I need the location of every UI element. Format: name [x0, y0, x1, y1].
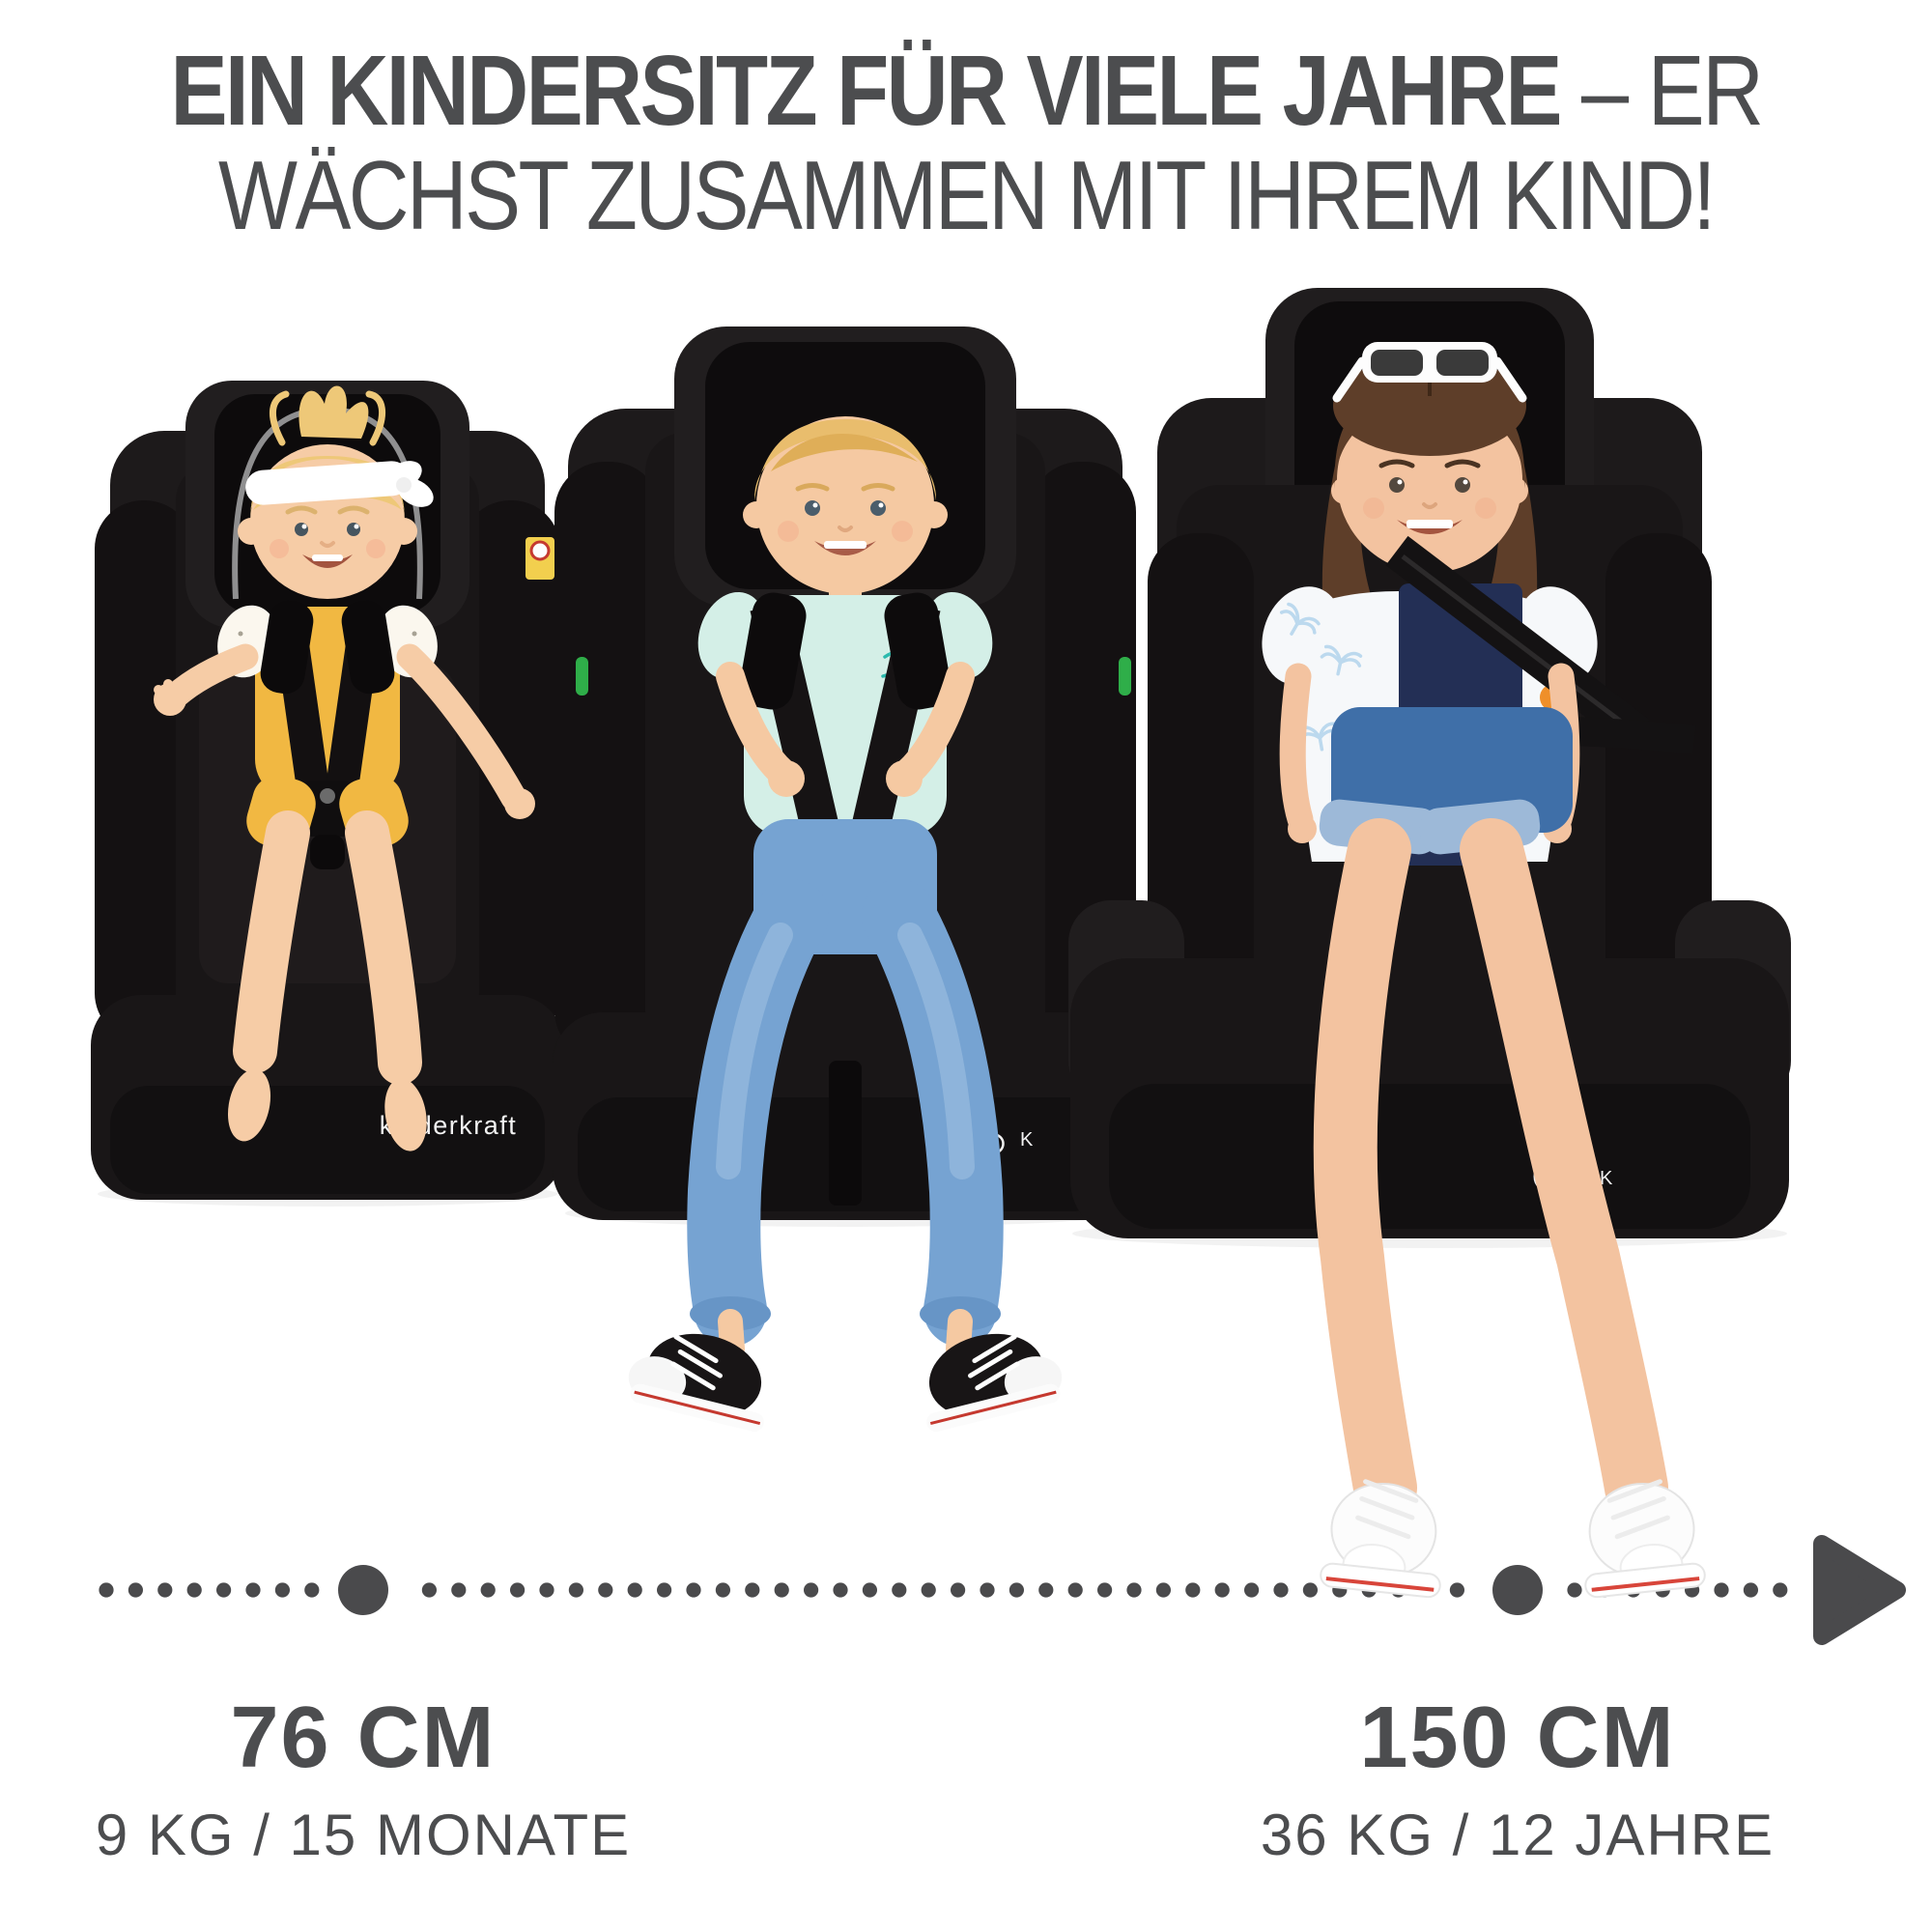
- timeline-dot: [1773, 1582, 1788, 1598]
- black-sneaker: [926, 1333, 1063, 1433]
- timeline-dot: [274, 1582, 290, 1598]
- timeline-dot: [510, 1582, 526, 1598]
- headband: [245, 461, 410, 505]
- timeline-dot: [1244, 1582, 1260, 1598]
- timeline-dot: [480, 1582, 496, 1598]
- child-figure: [1262, 342, 1706, 1599]
- growth-timeline: [99, 1535, 1906, 1645]
- headline-line1: EIN KINDERSITZ FÜR VIELE JAHRE – ER: [135, 37, 1797, 144]
- timeline-dot: [568, 1582, 584, 1598]
- green-accent: [1119, 657, 1131, 696]
- marker-150cm-detail: 36 KG / 12 JAHRE: [1260, 1803, 1776, 1867]
- timeline-dot: [598, 1582, 613, 1598]
- timeline-dot: [1126, 1582, 1142, 1598]
- marker-76cm: 76 CM 9 KG / 15 MONATE: [64, 1689, 663, 1868]
- timeline-dot: [745, 1582, 760, 1598]
- timeline-dot: [1097, 1582, 1113, 1598]
- five-point-harness: [739, 592, 952, 863]
- stage-photo-baby: kinderkraft: [91, 381, 564, 1207]
- black-sneaker: [628, 1333, 764, 1433]
- timeline-dot: [980, 1582, 995, 1598]
- timeline-dot: [216, 1582, 232, 1598]
- timeline-dot: [686, 1582, 701, 1598]
- marker-76cm-detail: 9 KG / 15 MONATE: [95, 1803, 632, 1867]
- sunglasses: [1332, 342, 1527, 403]
- timeline-dot: [304, 1582, 320, 1598]
- timeline-dot: [774, 1582, 789, 1598]
- toddler-figure: [628, 416, 1063, 1433]
- timeline-dot: [657, 1582, 672, 1598]
- timeline-dot: [451, 1582, 467, 1598]
- timeline-dot: [862, 1582, 878, 1598]
- svg-text:K: K: [1600, 1168, 1613, 1189]
- timeline-dot: [921, 1582, 936, 1598]
- timeline-dot: [157, 1582, 173, 1598]
- timeline-dot: [1185, 1582, 1201, 1598]
- timeline-dot: [245, 1582, 261, 1598]
- timeline-dot: [421, 1582, 437, 1598]
- white-sneaker: [1584, 1479, 1706, 1599]
- five-point-harness: [260, 600, 395, 869]
- timeline-dot: [186, 1582, 202, 1598]
- timeline-dot: [1155, 1582, 1171, 1598]
- timeline-dot: [539, 1582, 554, 1598]
- timeline-dot: [715, 1582, 731, 1598]
- timeline-dot: [627, 1582, 642, 1598]
- timeline-dot: [1567, 1582, 1582, 1598]
- headline: EIN KINDERSITZ FÜR VIELE JAHRE – ER WÄCH…: [135, 37, 1797, 249]
- warning-sticker: [526, 537, 554, 580]
- timeline-marker-dot: [338, 1565, 388, 1615]
- timeline-dot: [951, 1582, 966, 1598]
- headline-line1-light: – ER: [1559, 35, 1764, 146]
- arrow-icon: [1813, 1535, 1906, 1645]
- timeline-marker-dot: [1492, 1565, 1543, 1615]
- timeline-dot: [804, 1582, 819, 1598]
- timeline-dot: [1214, 1582, 1230, 1598]
- green-accent: [576, 657, 588, 696]
- timeline-dot: [1038, 1582, 1054, 1598]
- stage-photo-child: K k K: [1068, 288, 1791, 1599]
- timeline-dot: [1302, 1582, 1318, 1598]
- timeline-dot: [1714, 1582, 1729, 1598]
- svg-text:K: K: [1020, 1129, 1034, 1151]
- timeline-dot: [1449, 1582, 1464, 1598]
- timeline-dot: [128, 1582, 143, 1598]
- marker-150cm-value: 150 CM: [1359, 1690, 1676, 1786]
- timeline-dot: [1743, 1582, 1758, 1598]
- timeline-dot: [833, 1582, 848, 1598]
- white-sneaker: [1320, 1479, 1441, 1599]
- timeline-dot: [99, 1582, 114, 1598]
- marker-150cm: 150 CM 36 KG / 12 JAHRE: [1218, 1689, 1817, 1868]
- timeline-dot: [1009, 1582, 1024, 1598]
- headline-line2: WÄCHST ZUSAMMEN MIT IHREM KIND!: [218, 142, 1716, 251]
- timeline-dot: [1273, 1582, 1289, 1598]
- marker-76cm-value: 76 CM: [230, 1690, 497, 1786]
- timeline-dot: [892, 1582, 907, 1598]
- headline-line1-bold: EIN KINDERSITZ FÜR VIELE JAHRE: [170, 35, 1562, 146]
- timeline-dot: [1067, 1582, 1083, 1598]
- baby-figure: [154, 385, 535, 1151]
